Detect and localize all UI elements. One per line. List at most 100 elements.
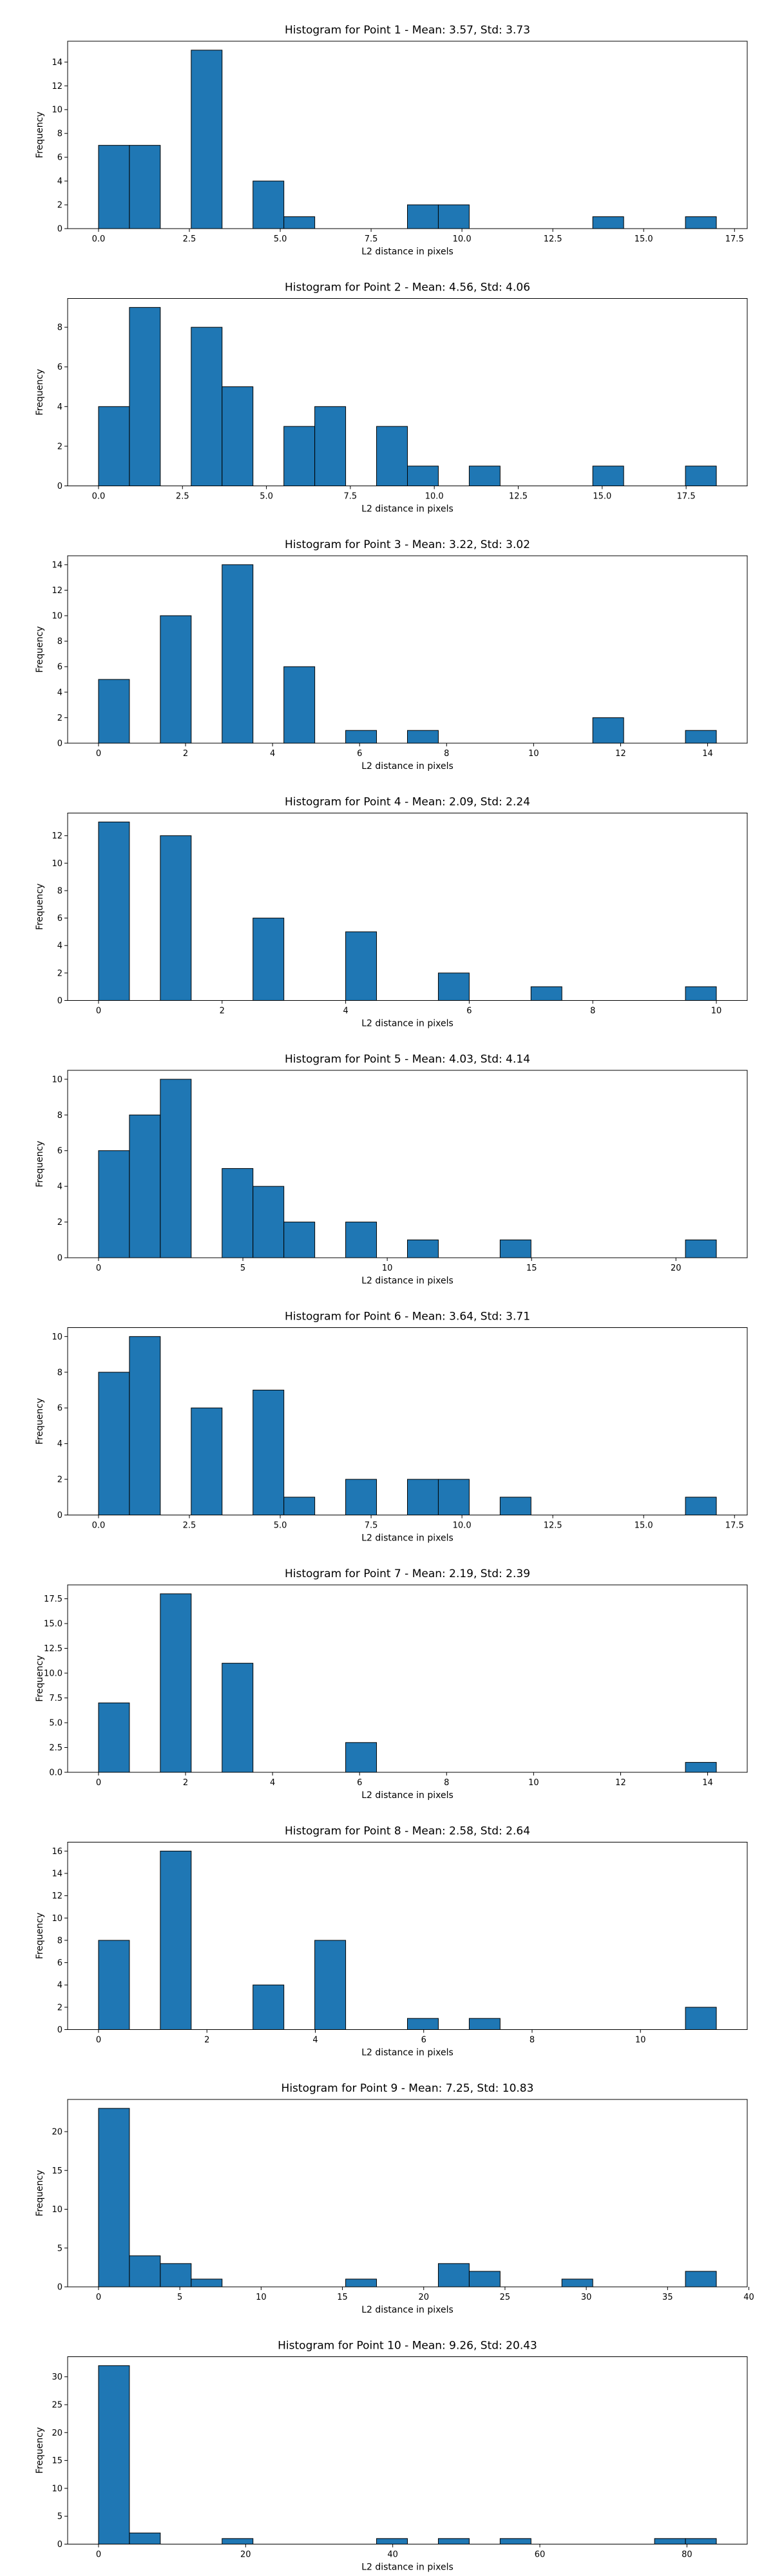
y-tick-label: 15.0 (44, 1620, 62, 1629)
x-tick-label: 2.5 (183, 234, 196, 244)
histogram-bar (685, 1239, 717, 1258)
y-tick-label: 4 (57, 177, 62, 187)
histogram-bar (437, 2538, 470, 2545)
x-tick-label: 10 (635, 2036, 646, 2045)
histogram-chart-10: Histogram for Point 10 - Mean: 9.26, Std… (35, 2340, 748, 2573)
y-tick-label: 10 (52, 1075, 62, 1084)
x-tick-label: 25 (500, 2293, 511, 2302)
y-tick-label: 8 (57, 1368, 62, 1378)
histogram-bar (283, 1497, 316, 1515)
histogram-bar (407, 204, 439, 229)
histogram-bar (685, 2538, 717, 2545)
histogram-bar (407, 1239, 439, 1258)
x-axis-label: L2 distance in pixels (361, 1533, 453, 1544)
histogram-bar (376, 426, 408, 486)
histogram-bar (129, 1114, 161, 1258)
y-tick-label: 0 (57, 1511, 62, 1520)
y-tick-label: 6 (57, 363, 62, 372)
plot-frame (67, 555, 748, 744)
x-tick-label: 2.5 (183, 1521, 196, 1531)
histogram-bar (654, 2538, 686, 2545)
y-tick-label: 2 (57, 2003, 62, 2012)
histogram-bar (129, 145, 161, 229)
x-tick-label: 12.5 (509, 492, 528, 502)
y-tick-label: 6 (57, 1958, 62, 1968)
histogram-bar (222, 2538, 254, 2545)
histogram-bar (345, 2278, 377, 2287)
y-tick-label: 20 (52, 2128, 62, 2137)
chart-title: Histogram for Point 6 - Mean: 3.64, Std:… (285, 1311, 530, 1323)
y-tick-label: 30 (52, 2372, 62, 2382)
y-tick-label: 12 (52, 1891, 62, 1901)
histogram-bar (468, 466, 501, 487)
chart-title: Histogram for Point 2 - Mean: 4.56, Std:… (285, 281, 530, 294)
y-tick-label: 20 (52, 2429, 62, 2438)
y-tick-label: 6 (57, 153, 62, 163)
y-tick-label: 5 (57, 2244, 62, 2253)
x-tick-label: 15.0 (593, 492, 611, 502)
x-tick-label: 15 (337, 2293, 348, 2302)
histogram-bar (561, 2278, 593, 2287)
y-tick-label: 12 (52, 586, 62, 596)
x-tick-label: 20 (418, 2293, 429, 2302)
x-axis-label: L2 distance in pixels (361, 247, 453, 257)
histogram-bar (191, 50, 223, 229)
chart-title: Histogram for Point 9 - Mean: 7.25, Std:… (282, 2082, 534, 2095)
x-tick-label: 0 (96, 749, 101, 759)
histogram-bar (437, 1479, 470, 1516)
x-tick-label: 15 (526, 1264, 537, 1273)
histogram-bar (499, 1497, 531, 1515)
y-tick-label: 8 (57, 129, 62, 139)
histogram-bar (685, 986, 717, 1001)
y-tick-label: 10.0 (44, 1669, 62, 1679)
histogram-chart-6: Histogram for Point 6 - Mean: 3.64, Std:… (35, 1311, 748, 1544)
x-tick-label: 8 (444, 749, 449, 759)
histogram-bar (468, 2271, 501, 2287)
x-tick-label: 60 (535, 2550, 546, 2560)
x-tick-label: 2.5 (176, 492, 189, 502)
x-tick-label: 2 (183, 1778, 188, 1788)
histogram-bar (685, 466, 717, 487)
plot-frame (67, 1842, 748, 2030)
y-axis-label: Frequency (35, 369, 45, 415)
chart-title: Histogram for Point 5 - Mean: 4.03, Std:… (285, 1053, 530, 1066)
y-tick-label: 0 (57, 2025, 62, 2035)
y-axis-label: Frequency (35, 2170, 45, 2216)
y-tick-label: 14 (52, 1870, 62, 1879)
y-tick-label: 10 (52, 2205, 62, 2215)
x-tick-label: 5.0 (274, 234, 287, 244)
x-tick-label: 4 (270, 749, 275, 759)
x-tick-label: 0.0 (92, 1521, 106, 1531)
histogram-bar (160, 835, 192, 1001)
x-axis-label: L2 distance in pixels (361, 2305, 453, 2315)
y-tick-label: 4 (57, 402, 62, 412)
x-tick-label: 6 (357, 749, 362, 759)
histogram-chart-9: Histogram for Point 9 - Mean: 7.25, Std:… (35, 2082, 754, 2315)
x-tick-label: 20 (240, 2550, 251, 2560)
y-tick-label: 2 (57, 1218, 62, 1227)
x-tick-label: 4 (312, 2036, 318, 2045)
histogram-bar (685, 1497, 717, 1515)
y-tick-label: 0 (57, 2283, 62, 2293)
chart-title: Histogram for Point 1 - Mean: 3.57, Std:… (285, 24, 530, 37)
plot-frame (67, 1327, 748, 1515)
y-tick-label: 4 (57, 1439, 62, 1449)
histogram-bar (685, 2007, 717, 2031)
histogram-bar (98, 821, 130, 1001)
histogram-bar (345, 931, 377, 1001)
y-tick-label: 0 (57, 739, 62, 749)
histogram-bar (222, 1168, 254, 1258)
histogram-bar (160, 1079, 192, 1258)
histogram-bar (468, 2018, 501, 2030)
y-tick-label: 8 (57, 637, 62, 647)
x-tick-label: 35 (662, 2293, 673, 2302)
histogram-bar (685, 1762, 717, 1773)
y-tick-label: 12 (52, 831, 62, 841)
histogram-bar (253, 1984, 285, 2031)
x-tick-label: 5.0 (260, 492, 273, 502)
y-tick-label: 4 (57, 688, 62, 697)
chart-title: Histogram for Point 4 - Mean: 2.09, Std:… (285, 796, 530, 809)
y-tick-label: 15 (52, 2166, 62, 2176)
y-tick-label: 4 (57, 1182, 62, 1192)
histogram-bar (283, 216, 316, 229)
